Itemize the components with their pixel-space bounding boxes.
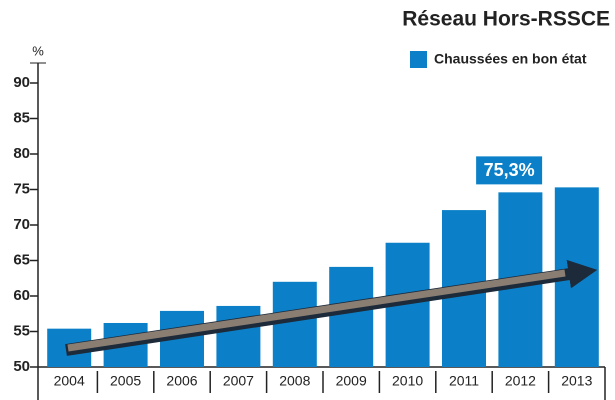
x-tick-label: 2004 bbox=[54, 373, 85, 389]
y-axis-label: % bbox=[32, 43, 44, 58]
y-tick-label: 55 bbox=[13, 322, 30, 339]
x-tick-label: 2013 bbox=[561, 373, 592, 389]
y-tick-label: 50 bbox=[13, 358, 30, 375]
x-tick-label: 2006 bbox=[166, 373, 197, 389]
x-tick-label: 2008 bbox=[279, 373, 310, 389]
value-label-box bbox=[476, 156, 543, 185]
y-tick-label: 85 bbox=[13, 109, 30, 126]
chart-title: Réseau Hors-RSSCE bbox=[402, 8, 610, 31]
y-tick-label: 90 bbox=[13, 74, 30, 91]
y-tick-label: 65 bbox=[13, 251, 30, 268]
x-tick-label: 2012 bbox=[505, 373, 536, 389]
bar bbox=[329, 266, 374, 367]
y-tick-label: 60 bbox=[13, 287, 30, 304]
bar bbox=[272, 281, 317, 367]
trend-arrow bbox=[67, 269, 566, 352]
x-tick-label: 2005 bbox=[110, 373, 141, 389]
y-tick-label: 70 bbox=[13, 216, 30, 233]
bar bbox=[216, 305, 261, 367]
value-label: 75,3% bbox=[484, 160, 535, 180]
y-tick-label: 80 bbox=[13, 145, 30, 162]
legend-swatch bbox=[410, 51, 427, 68]
legend-label: Chaussées en bon état bbox=[434, 51, 587, 67]
x-tick-label: 2009 bbox=[336, 373, 367, 389]
x-tick-label: 2007 bbox=[223, 373, 254, 389]
y-tick-label: 75 bbox=[13, 180, 30, 197]
x-tick-label: 2010 bbox=[392, 373, 423, 389]
x-tick-label: 2011 bbox=[449, 373, 479, 389]
